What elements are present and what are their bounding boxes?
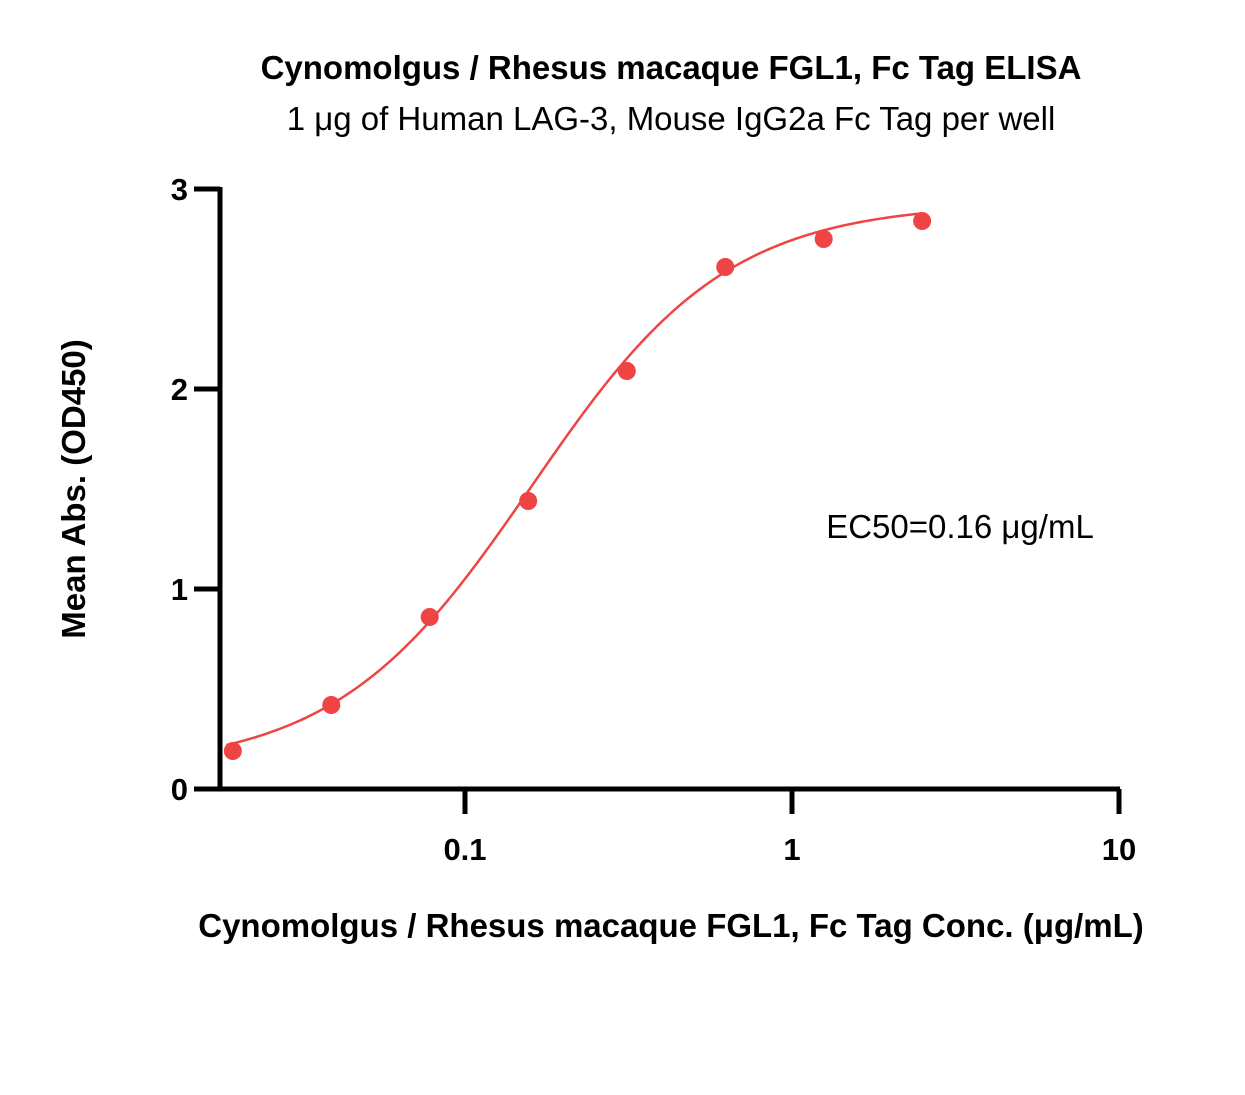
chart-subtitle: 1 μg of Human LAG-3, Mouse IgG2a Fc Tag … xyxy=(287,100,1056,137)
x-tick-label: 10 xyxy=(1102,832,1136,867)
y-tick-label: 3 xyxy=(171,172,188,207)
data-point xyxy=(420,608,439,626)
data-point xyxy=(814,230,833,248)
y-tick-label: 2 xyxy=(171,372,188,407)
x-axis-ticks: 0.1 1 10 xyxy=(443,789,1136,867)
chart-title: Cynomolgus / Rhesus macaque FGL1, Fc Tag… xyxy=(261,49,1082,86)
x-axis-label: Cynomolgus / Rhesus macaque FGL1, Fc Tag… xyxy=(198,907,1144,944)
x-tick-label: 0.1 xyxy=(443,832,486,867)
data-point xyxy=(913,212,932,230)
axes xyxy=(217,187,1120,792)
y-axis-label: Mean Abs. (OD450) xyxy=(55,339,92,639)
data-points-layer xyxy=(223,212,932,760)
y-axis-ticks: 0 1 2 3 xyxy=(171,172,220,807)
data-point xyxy=(322,696,341,714)
data-point xyxy=(716,258,735,276)
fit-curve xyxy=(226,212,923,747)
ec50-annotation: EC50=0.16 μg/mL xyxy=(826,508,1094,545)
data-point xyxy=(519,492,538,510)
fit-curve-layer xyxy=(226,212,923,747)
y-tick-label: 1 xyxy=(171,572,188,607)
data-point xyxy=(223,742,242,760)
x-tick-label: 1 xyxy=(783,832,800,867)
data-point xyxy=(617,362,636,380)
y-tick-label: 0 xyxy=(171,772,188,807)
